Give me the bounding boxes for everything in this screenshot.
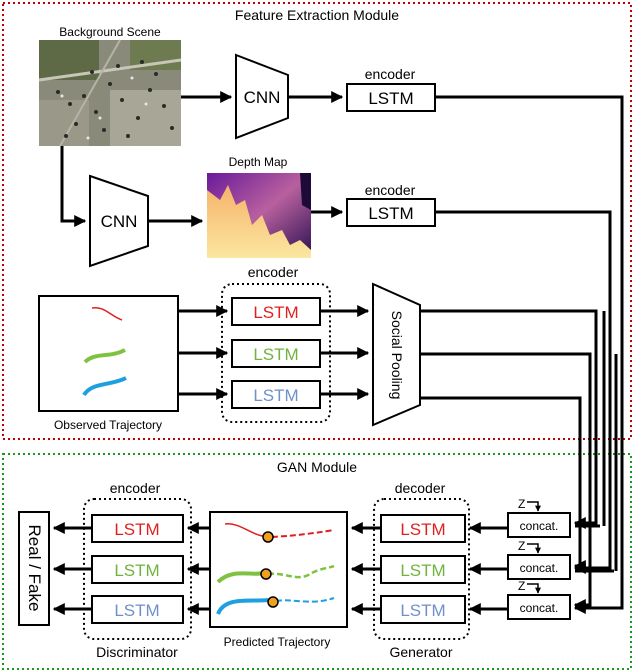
depth-map-label: Depth Map — [229, 155, 288, 169]
decoder-lstm-red: LSTM — [380, 514, 466, 543]
discriminator-lstm-red: LSTM — [91, 514, 184, 543]
predicted-trajectory-label: Predicted Trajectory — [224, 635, 331, 649]
lstm-label: LSTM — [400, 561, 445, 580]
lstm-label: LSTM — [253, 345, 298, 364]
encoder-lstm-blue: LSTM — [231, 380, 321, 409]
concat-label: concat. — [520, 519, 559, 533]
encoder-lstm-red: LSTM — [231, 297, 321, 326]
lstm-label: LSTM — [114, 601, 159, 620]
position-marker — [262, 531, 274, 543]
background-scene-image — [38, 39, 182, 147]
social-pooling-block: Social Pooling — [372, 282, 421, 427]
lstm-label: LSTM — [114, 520, 159, 539]
lstm-label: LSTM — [253, 303, 298, 322]
lstm-label: LSTM — [368, 204, 413, 223]
cnn-block-scene: CNN — [235, 53, 289, 140]
real-fake-label: Real / Fake — [25, 525, 44, 612]
observed-path-green — [83, 348, 126, 364]
encoder-label: encoder — [110, 480, 161, 496]
gan-connection-lines — [52, 522, 508, 615]
lstm-label: LSTM — [400, 601, 445, 620]
feature-module-title: Feature Extraction Module — [235, 7, 399, 23]
encoder-label: encoder — [365, 182, 416, 198]
cnn-block-depth: CNN — [89, 174, 149, 268]
discriminator-lstm-green: LSTM — [91, 555, 184, 584]
encoder-label: encoder — [365, 66, 416, 82]
predicted-trajectory-panel — [209, 511, 348, 628]
discriminator-lstm-blue: LSTM — [91, 595, 184, 624]
observed-trajectory-panel — [38, 295, 179, 412]
encoder-lstm-green: LSTM — [231, 339, 321, 368]
lstm-label: LSTM — [253, 386, 298, 405]
observed-path-red — [91, 307, 123, 321]
decoder-lstm-green: LSTM — [380, 555, 466, 584]
social-pooling-label: Social Pooling — [389, 311, 405, 400]
gan-module-border — [2, 453, 632, 670]
encoder-lstm-depth: LSTM — [346, 198, 436, 227]
concat-label: concat. — [520, 561, 559, 575]
encoder-label: encoder — [248, 264, 299, 280]
noise-label: Z — [518, 539, 525, 553]
depth-map-image — [207, 173, 311, 258]
background-scene-label: Background Scene — [59, 25, 161, 39]
noise-label: Z — [518, 497, 525, 511]
connection-lines — [60, 91, 624, 614]
lstm-label: LSTM — [368, 89, 413, 108]
decoder-lstm-blue: LSTM — [380, 595, 466, 624]
cnn-label: CNN — [101, 212, 138, 231]
position-marker — [267, 596, 279, 608]
gan-module-title: GAN Module — [277, 459, 357, 475]
position-marker — [260, 568, 272, 580]
concat-block-2: Z concat. — [507, 539, 571, 580]
real-fake-output: Real / Fake — [18, 511, 50, 626]
concat-block-1: Z concat. — [507, 497, 571, 538]
lstm-label: LSTM — [114, 561, 159, 580]
encoder-group-outline — [221, 283, 331, 423]
concat-label: concat. — [520, 601, 559, 615]
noise-label: Z — [518, 579, 525, 593]
lstm-label: LSTM — [400, 520, 445, 539]
observed-path-blue — [82, 376, 127, 397]
encoder-lstm-scene: LSTM — [346, 83, 436, 112]
observed-trajectory-label: Observed Trajectory — [54, 418, 162, 432]
decoder-label: decoder — [395, 480, 446, 496]
feature-module-border — [2, 2, 632, 440]
generator-label: Generator — [389, 644, 452, 660]
cnn-label: CNN — [244, 88, 281, 107]
discriminator-label: Discriminator — [96, 644, 178, 660]
concat-block-3: Z concat. — [507, 579, 571, 620]
